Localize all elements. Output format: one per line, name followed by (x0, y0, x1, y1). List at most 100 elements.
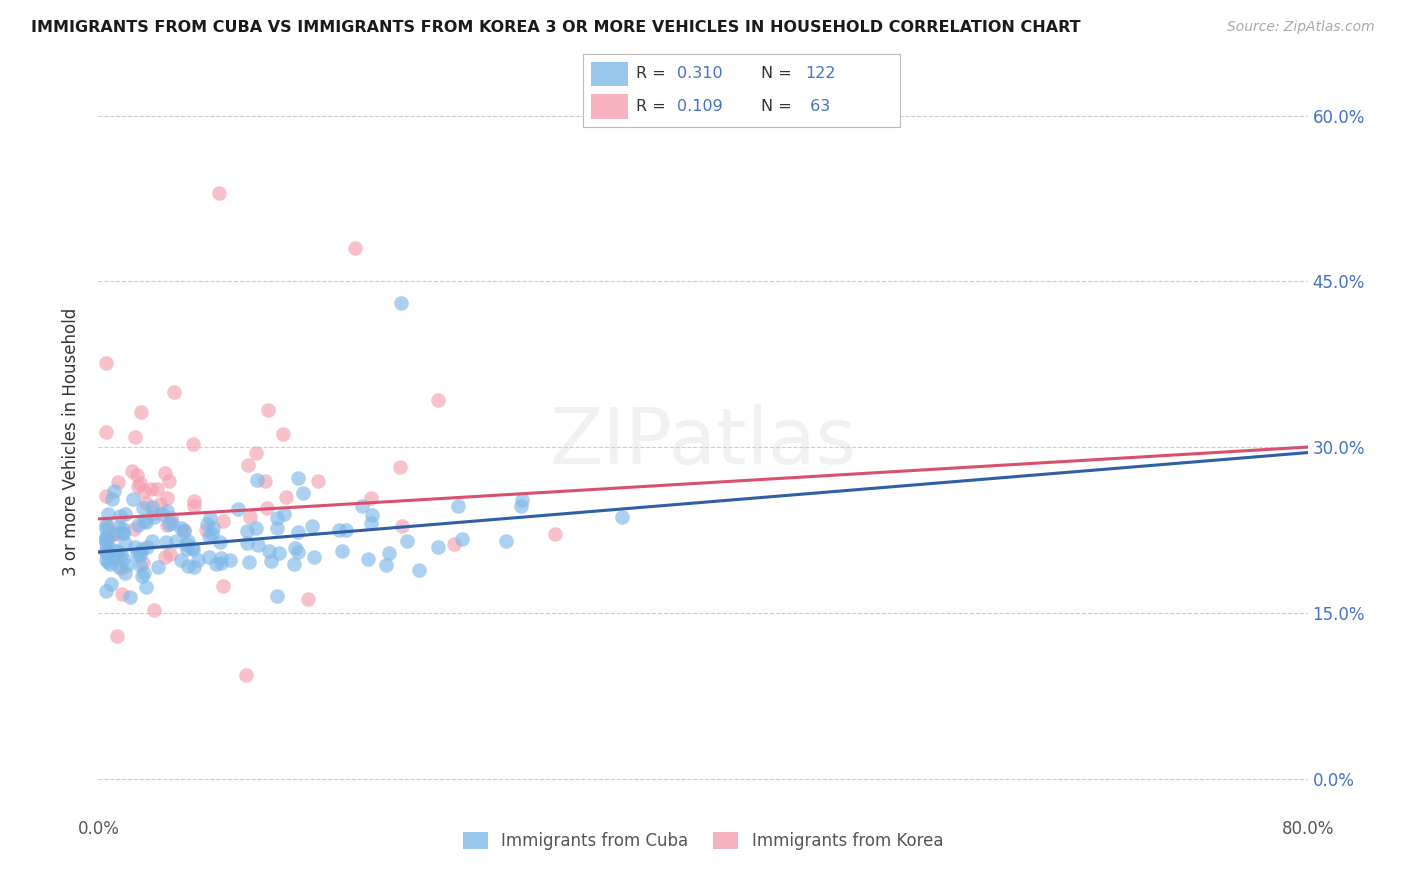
Point (101, 525, 124, 540)
Point (107, 475, 129, 489)
Point (544, 527, 567, 541)
Point (510, 492, 533, 507)
Point (153, 549, 176, 564)
Point (108, 520, 131, 534)
Point (94, 542, 117, 557)
Point (94, 584, 117, 599)
Text: Source: ZipAtlas.com: Source: ZipAtlas.com (1227, 20, 1375, 34)
Point (253, 474, 276, 488)
Point (283, 557, 305, 571)
Point (198, 511, 221, 525)
Point (124, 540, 146, 554)
Point (165, 533, 187, 548)
Point (391, 519, 413, 533)
Point (181, 437, 204, 451)
Point (101, 492, 124, 507)
Point (94, 489, 117, 503)
Point (103, 543, 125, 558)
Point (96, 541, 118, 556)
Point (163, 384, 186, 399)
Point (170, 521, 193, 535)
Point (111, 587, 134, 601)
Point (181, 541, 204, 556)
Bar (592, 62, 628, 86)
Point (352, 500, 374, 514)
Text: N =: N = (761, 99, 797, 114)
Point (209, 550, 232, 565)
Point (266, 511, 288, 525)
Point (195, 517, 218, 532)
Text: 122: 122 (804, 66, 835, 81)
Point (139, 482, 162, 496)
Point (208, 186, 231, 200)
Point (131, 541, 153, 556)
Point (267, 546, 290, 560)
Point (117, 558, 139, 572)
Point (266, 589, 288, 603)
Point (187, 553, 209, 567)
Point (197, 529, 219, 543)
Point (375, 558, 398, 572)
Point (105, 544, 128, 558)
Point (127, 479, 149, 493)
Point (142, 510, 165, 524)
Point (156, 504, 179, 518)
Point (129, 558, 152, 572)
Point (236, 536, 259, 550)
Point (136, 541, 159, 555)
Point (142, 506, 165, 520)
Point (104, 551, 127, 566)
Point (395, 533, 418, 548)
Point (125, 548, 148, 562)
Point (205, 557, 228, 571)
Point (257, 544, 280, 558)
Point (141, 500, 163, 514)
Point (307, 474, 329, 488)
Point (125, 467, 148, 482)
Point (108, 559, 131, 574)
Point (112, 525, 135, 540)
Point (100, 577, 122, 591)
Point (135, 580, 157, 594)
Point (111, 523, 134, 537)
Text: IMMIGRANTS FROM CUBA VS IMMIGRANTS FROM KOREA 3 OR MORE VEHICLES IN HOUSEHOLD CO: IMMIGRANTS FROM CUBA VS IMMIGRANTS FROM … (31, 20, 1081, 35)
Point (132, 556, 155, 570)
Point (94, 534, 117, 549)
Point (114, 566, 136, 580)
Point (291, 486, 314, 500)
Point (135, 496, 157, 510)
Point (287, 471, 309, 485)
Point (173, 524, 195, 539)
Point (114, 507, 136, 521)
Point (131, 569, 153, 583)
Point (160, 516, 183, 531)
Point (111, 526, 134, 541)
Point (122, 522, 145, 536)
Point (110, 547, 132, 561)
Point (146, 560, 169, 574)
Point (360, 491, 382, 505)
Point (156, 491, 179, 506)
Point (245, 521, 267, 535)
Point (110, 561, 132, 575)
Point (173, 523, 195, 537)
Point (330, 544, 353, 558)
Point (426, 540, 449, 554)
Point (181, 541, 204, 556)
Point (301, 519, 323, 533)
Point (304, 550, 326, 565)
Point (97, 555, 120, 569)
Point (328, 523, 350, 537)
Point (155, 535, 177, 549)
Text: N =: N = (761, 66, 797, 81)
Point (260, 554, 283, 568)
Point (509, 499, 531, 513)
Point (127, 518, 149, 533)
Point (176, 541, 198, 556)
Point (159, 547, 181, 561)
Point (105, 629, 128, 643)
Point (273, 426, 295, 441)
Point (129, 548, 152, 562)
Point (200, 526, 222, 541)
Point (344, 241, 367, 255)
